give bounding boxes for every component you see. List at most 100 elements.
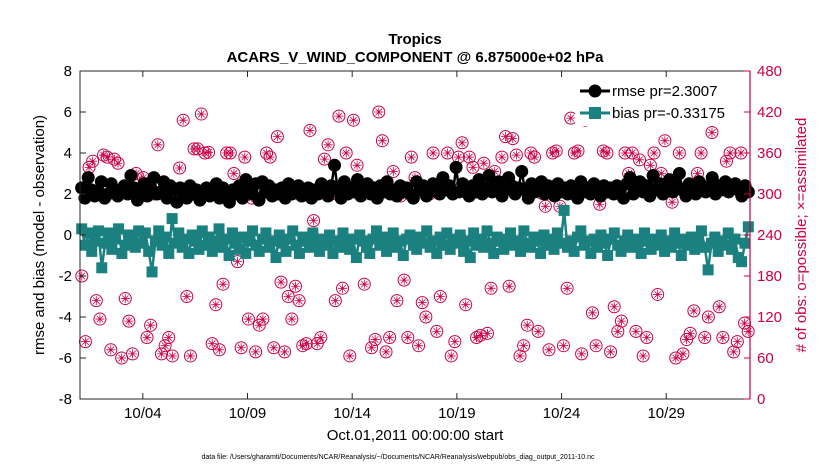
obs-assimilated-point: [671, 353, 681, 363]
obs-assimilated-point: [453, 152, 463, 162]
obs-assimilated-point: [345, 351, 355, 361]
obs-assimilated-point: [99, 150, 109, 160]
bias-point: [370, 225, 382, 237]
bias-point: [742, 221, 754, 233]
bias-point: [213, 223, 225, 235]
obs-assimilated-point: [88, 156, 98, 166]
bias-point: [180, 233, 192, 245]
obs-possible-point: [357, 277, 371, 291]
obs-possible-point: [241, 312, 255, 326]
rmse-point: [351, 173, 365, 187]
rmse-point: [623, 171, 637, 185]
bias-point: [300, 235, 312, 247]
bias-point: [149, 235, 161, 247]
bias-point: [454, 229, 466, 241]
obs-possible-point: [669, 351, 683, 365]
obs-assimilated-point: [359, 279, 369, 289]
bias-point: [705, 237, 717, 249]
obs-possible-point: [459, 298, 473, 312]
rmse-point: [672, 167, 686, 180]
obs-assimilated-point: [729, 347, 739, 357]
obs-assimilated-point: [185, 351, 195, 361]
bias-point: [260, 227, 272, 239]
bias-point: [659, 245, 671, 257]
rmse-point: [449, 160, 463, 174]
bias-point: [397, 250, 409, 261]
obs-assimilated-point: [156, 349, 166, 359]
bias-point: [739, 237, 751, 249]
bias-point: [76, 223, 88, 235]
bias-point: [226, 227, 238, 239]
obs-assimilated-point: [218, 279, 228, 289]
obs-assimilated-point: [620, 148, 630, 158]
bias-point: [139, 227, 151, 239]
obs-possible-point: [560, 281, 574, 295]
obs-assimilated-point: [421, 312, 431, 322]
obs-possible-point: [180, 290, 194, 303]
bias-point: [350, 252, 362, 264]
bias-point: [618, 235, 630, 247]
obs-assimilated-point: [692, 169, 702, 178]
bias-point: [669, 227, 681, 239]
bias-point: [146, 266, 158, 278]
obs-assimilated-point: [200, 148, 210, 158]
bias-point: [183, 247, 195, 259]
obs-possible-point: [484, 281, 498, 295]
y2-tick-label: 180: [757, 268, 782, 285]
legend: rmse pr=2.3007 bias pr=-0.33175: [575, 78, 740, 126]
y2-tick-label: 360: [757, 145, 782, 162]
bias-point: [360, 241, 372, 253]
bias-point: [384, 237, 396, 249]
obs-possible-point: [401, 331, 415, 344]
bias-point: [344, 243, 356, 255]
obs-possible-point: [140, 331, 154, 344]
obs-assimilated-point: [146, 320, 156, 330]
bias-point: [458, 245, 470, 257]
obs-assimilated-point: [587, 308, 597, 318]
rmse-point: [328, 158, 342, 172]
bias-point: [461, 235, 473, 247]
obs-assimilated-point: [461, 300, 471, 310]
obs-possible-point: [292, 294, 306, 308]
obs-assimilated-point: [606, 347, 616, 357]
obs-possible-point: [270, 130, 284, 144]
y2-tick-label: 120: [757, 309, 782, 326]
obs-assimilated-point: [685, 328, 695, 338]
obs-assimilated-point: [229, 169, 239, 178]
obs-assimilated-point: [414, 341, 424, 351]
bias-point: [558, 204, 570, 216]
y-tick-label: 0: [64, 227, 72, 244]
y2-tick-label: 60: [757, 350, 774, 367]
y2-axis-label: # of obs: o=possible; ×=assimilated: [793, 118, 810, 353]
rmse-point: [130, 193, 144, 207]
bias-point: [340, 237, 352, 249]
obs-assimilated-point: [323, 140, 333, 150]
obs-possible-point: [321, 138, 335, 152]
rmse-point: [81, 171, 95, 185]
bias-point: [250, 239, 262, 251]
bias-point: [699, 241, 711, 253]
bias-point: [163, 247, 175, 259]
bias-point: [404, 229, 416, 241]
obs-possible-point: [209, 298, 223, 312]
obs-assimilated-point: [660, 136, 670, 146]
y2-tick-label: 0: [757, 391, 765, 408]
obs-possible-point: [278, 345, 292, 359]
bias-point: [652, 239, 664, 251]
obs-possible-point: [658, 134, 672, 148]
obs-assimilated-point: [370, 335, 380, 345]
obs-possible-point: [455, 136, 469, 150]
bias-point: [582, 235, 594, 247]
bias-point: [391, 241, 403, 253]
obs-assimilated-point: [468, 162, 478, 172]
obs-assimilated-point: [251, 347, 261, 357]
obs-possible-point: [176, 113, 190, 127]
bias-point: [327, 247, 339, 259]
obs-possible-point: [75, 269, 89, 283]
bias-point: [240, 247, 252, 259]
bias-point: [434, 231, 446, 243]
obs-assimilated-point: [117, 353, 127, 363]
bias-point: [478, 241, 490, 253]
obs-possible-point: [173, 161, 187, 175]
bias-point: [324, 229, 336, 241]
